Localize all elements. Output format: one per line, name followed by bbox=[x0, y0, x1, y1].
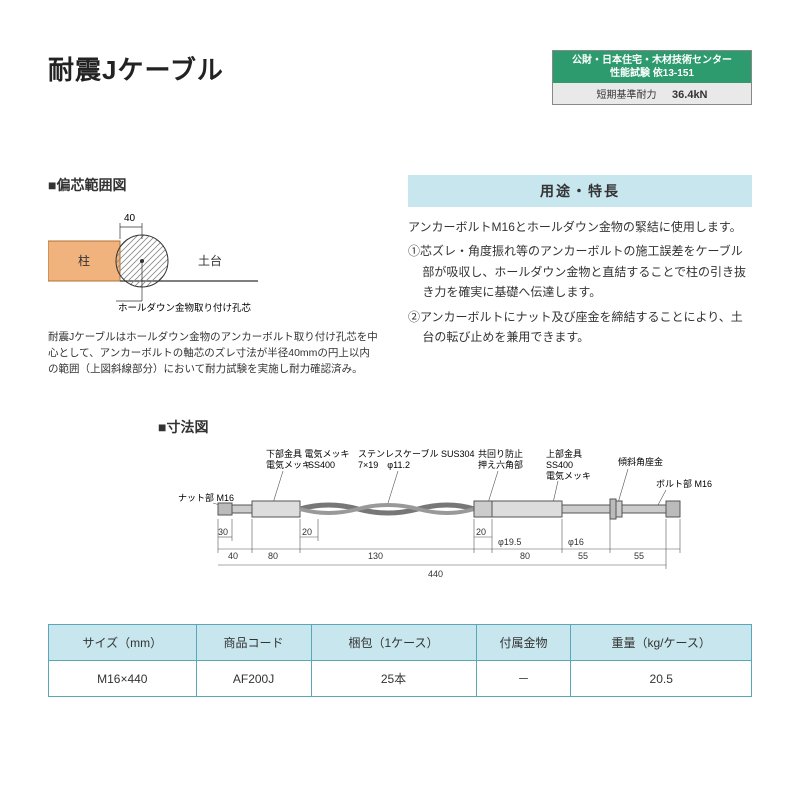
sill-label: 土台 bbox=[198, 253, 222, 268]
svg-text:ステンレスケーブル SUS304: ステンレスケーブル SUS304 bbox=[358, 448, 474, 459]
svg-text:φ19.5: φ19.5 bbox=[498, 537, 521, 547]
usage-heading: 用途・特長 bbox=[408, 175, 752, 207]
cert-strength-value: 36.4kN bbox=[672, 89, 707, 101]
cell-size: M16×440 bbox=[49, 661, 197, 697]
svg-text:55: 55 bbox=[578, 551, 588, 561]
cert-org-line2: 性能試験 依13-151 bbox=[555, 67, 749, 80]
eccentricity-heading: ■偏芯範囲図 bbox=[48, 175, 378, 195]
col-weight: 重量（kg/ケース） bbox=[571, 625, 752, 661]
usage-text: アンカーボルトM16とホールダウン金物の緊結に使用します。 ①芯ズレ・角度振れ等… bbox=[408, 217, 752, 347]
svg-text:上部金具: 上部金具 bbox=[546, 448, 582, 459]
usage-item-1: ①芯ズレ・角度振れ等のアンカーボルトの施工誤差をケーブル部が吸収し、ホールダウン… bbox=[408, 241, 752, 302]
svg-text:20: 20 bbox=[302, 527, 312, 537]
svg-text:電気メッキ: 電気メッキ bbox=[266, 459, 311, 470]
usage-intro: アンカーボルトM16とホールダウン金物の緊結に使用します。 bbox=[408, 217, 752, 237]
svg-text:20: 20 bbox=[476, 527, 486, 537]
eccentricity-diagram: 柱 土台 40 ホールダウン金物取り付け孔芯 bbox=[48, 205, 288, 315]
cert-org-line1: 公財・日本住宅・木材技術センター bbox=[555, 54, 749, 67]
post-label: 柱 bbox=[78, 253, 90, 268]
dimension-heading: ■寸法図 bbox=[158, 417, 752, 437]
eccentricity-caption: 耐震Jケーブルはホールダウン金物のアンカーボルト取り付け孔芯を中心として、アンカ… bbox=[48, 330, 378, 377]
svg-text:共回り防止: 共回り防止 bbox=[478, 448, 523, 459]
svg-text:55: 55 bbox=[634, 551, 644, 561]
cert-strength: 短期基準耐力 36.4kN bbox=[553, 83, 751, 104]
cert-org: 公財・日本住宅・木材技術センター 性能試験 依13-151 bbox=[553, 51, 751, 83]
table-row: M16×440 AF200J 25本 － 20.5 bbox=[49, 661, 752, 697]
svg-text:40: 40 bbox=[228, 551, 238, 561]
svg-text:電気メッキ: 電気メッキ bbox=[546, 470, 591, 481]
svg-text:130: 130 bbox=[368, 551, 383, 561]
svg-text:30: 30 bbox=[218, 527, 228, 537]
spec-table: サイズ（mm） 商品コード 梱包（1ケース） 付属金物 重量（kg/ケース） M… bbox=[48, 624, 752, 697]
svg-text:SS400: SS400 bbox=[546, 460, 573, 470]
certification-box: 公財・日本住宅・木材技術センター 性能試験 依13-151 短期基準耐力 36.… bbox=[552, 50, 752, 105]
cell-weight: 20.5 bbox=[571, 661, 752, 697]
col-pack: 梱包（1ケース） bbox=[311, 625, 476, 661]
svg-text:440: 440 bbox=[428, 569, 443, 579]
dimension-diagram: 下部金具 電気メッキ 電気メッキ SS400 ステンレスケーブル SUS304 … bbox=[158, 445, 718, 595]
col-accessory: 付属金物 bbox=[476, 625, 571, 661]
svg-text:ボルト部 M16: ボルト部 M16 bbox=[656, 478, 712, 489]
svg-text:傾斜角座金: 傾斜角座金 bbox=[618, 456, 663, 467]
col-size: サイズ（mm） bbox=[49, 625, 197, 661]
svg-text:SS400: SS400 bbox=[308, 460, 335, 470]
svg-text:80: 80 bbox=[268, 551, 278, 561]
page-title: 耐震Jケーブル bbox=[48, 50, 224, 87]
dim-40: 40 bbox=[124, 213, 136, 224]
cell-code: AF200J bbox=[196, 661, 311, 697]
col-code: 商品コード bbox=[196, 625, 311, 661]
svg-text:80: 80 bbox=[520, 551, 530, 561]
cell-pack: 25本 bbox=[311, 661, 476, 697]
usage-item-2: ②アンカーボルトにナット及び座金を締結することにより、土台の転び止めを兼用できま… bbox=[408, 307, 752, 348]
svg-text:ナット部 M16: ナット部 M16 bbox=[178, 492, 234, 503]
table-header-row: サイズ（mm） 商品コード 梱包（1ケース） 付属金物 重量（kg/ケース） bbox=[49, 625, 752, 661]
cert-strength-label: 短期基準耐力 bbox=[596, 90, 656, 101]
svg-text:φ16: φ16 bbox=[568, 537, 584, 547]
hole-center-label: ホールダウン金物取り付け孔芯 bbox=[118, 302, 252, 314]
label-lower: 下部金具 電気メッキ bbox=[266, 448, 350, 459]
svg-text:7×19 φ11.2: 7×19 φ11.2 bbox=[358, 460, 410, 470]
cell-accessory: － bbox=[476, 661, 571, 697]
svg-text:押え六角部: 押え六角部 bbox=[478, 459, 523, 470]
